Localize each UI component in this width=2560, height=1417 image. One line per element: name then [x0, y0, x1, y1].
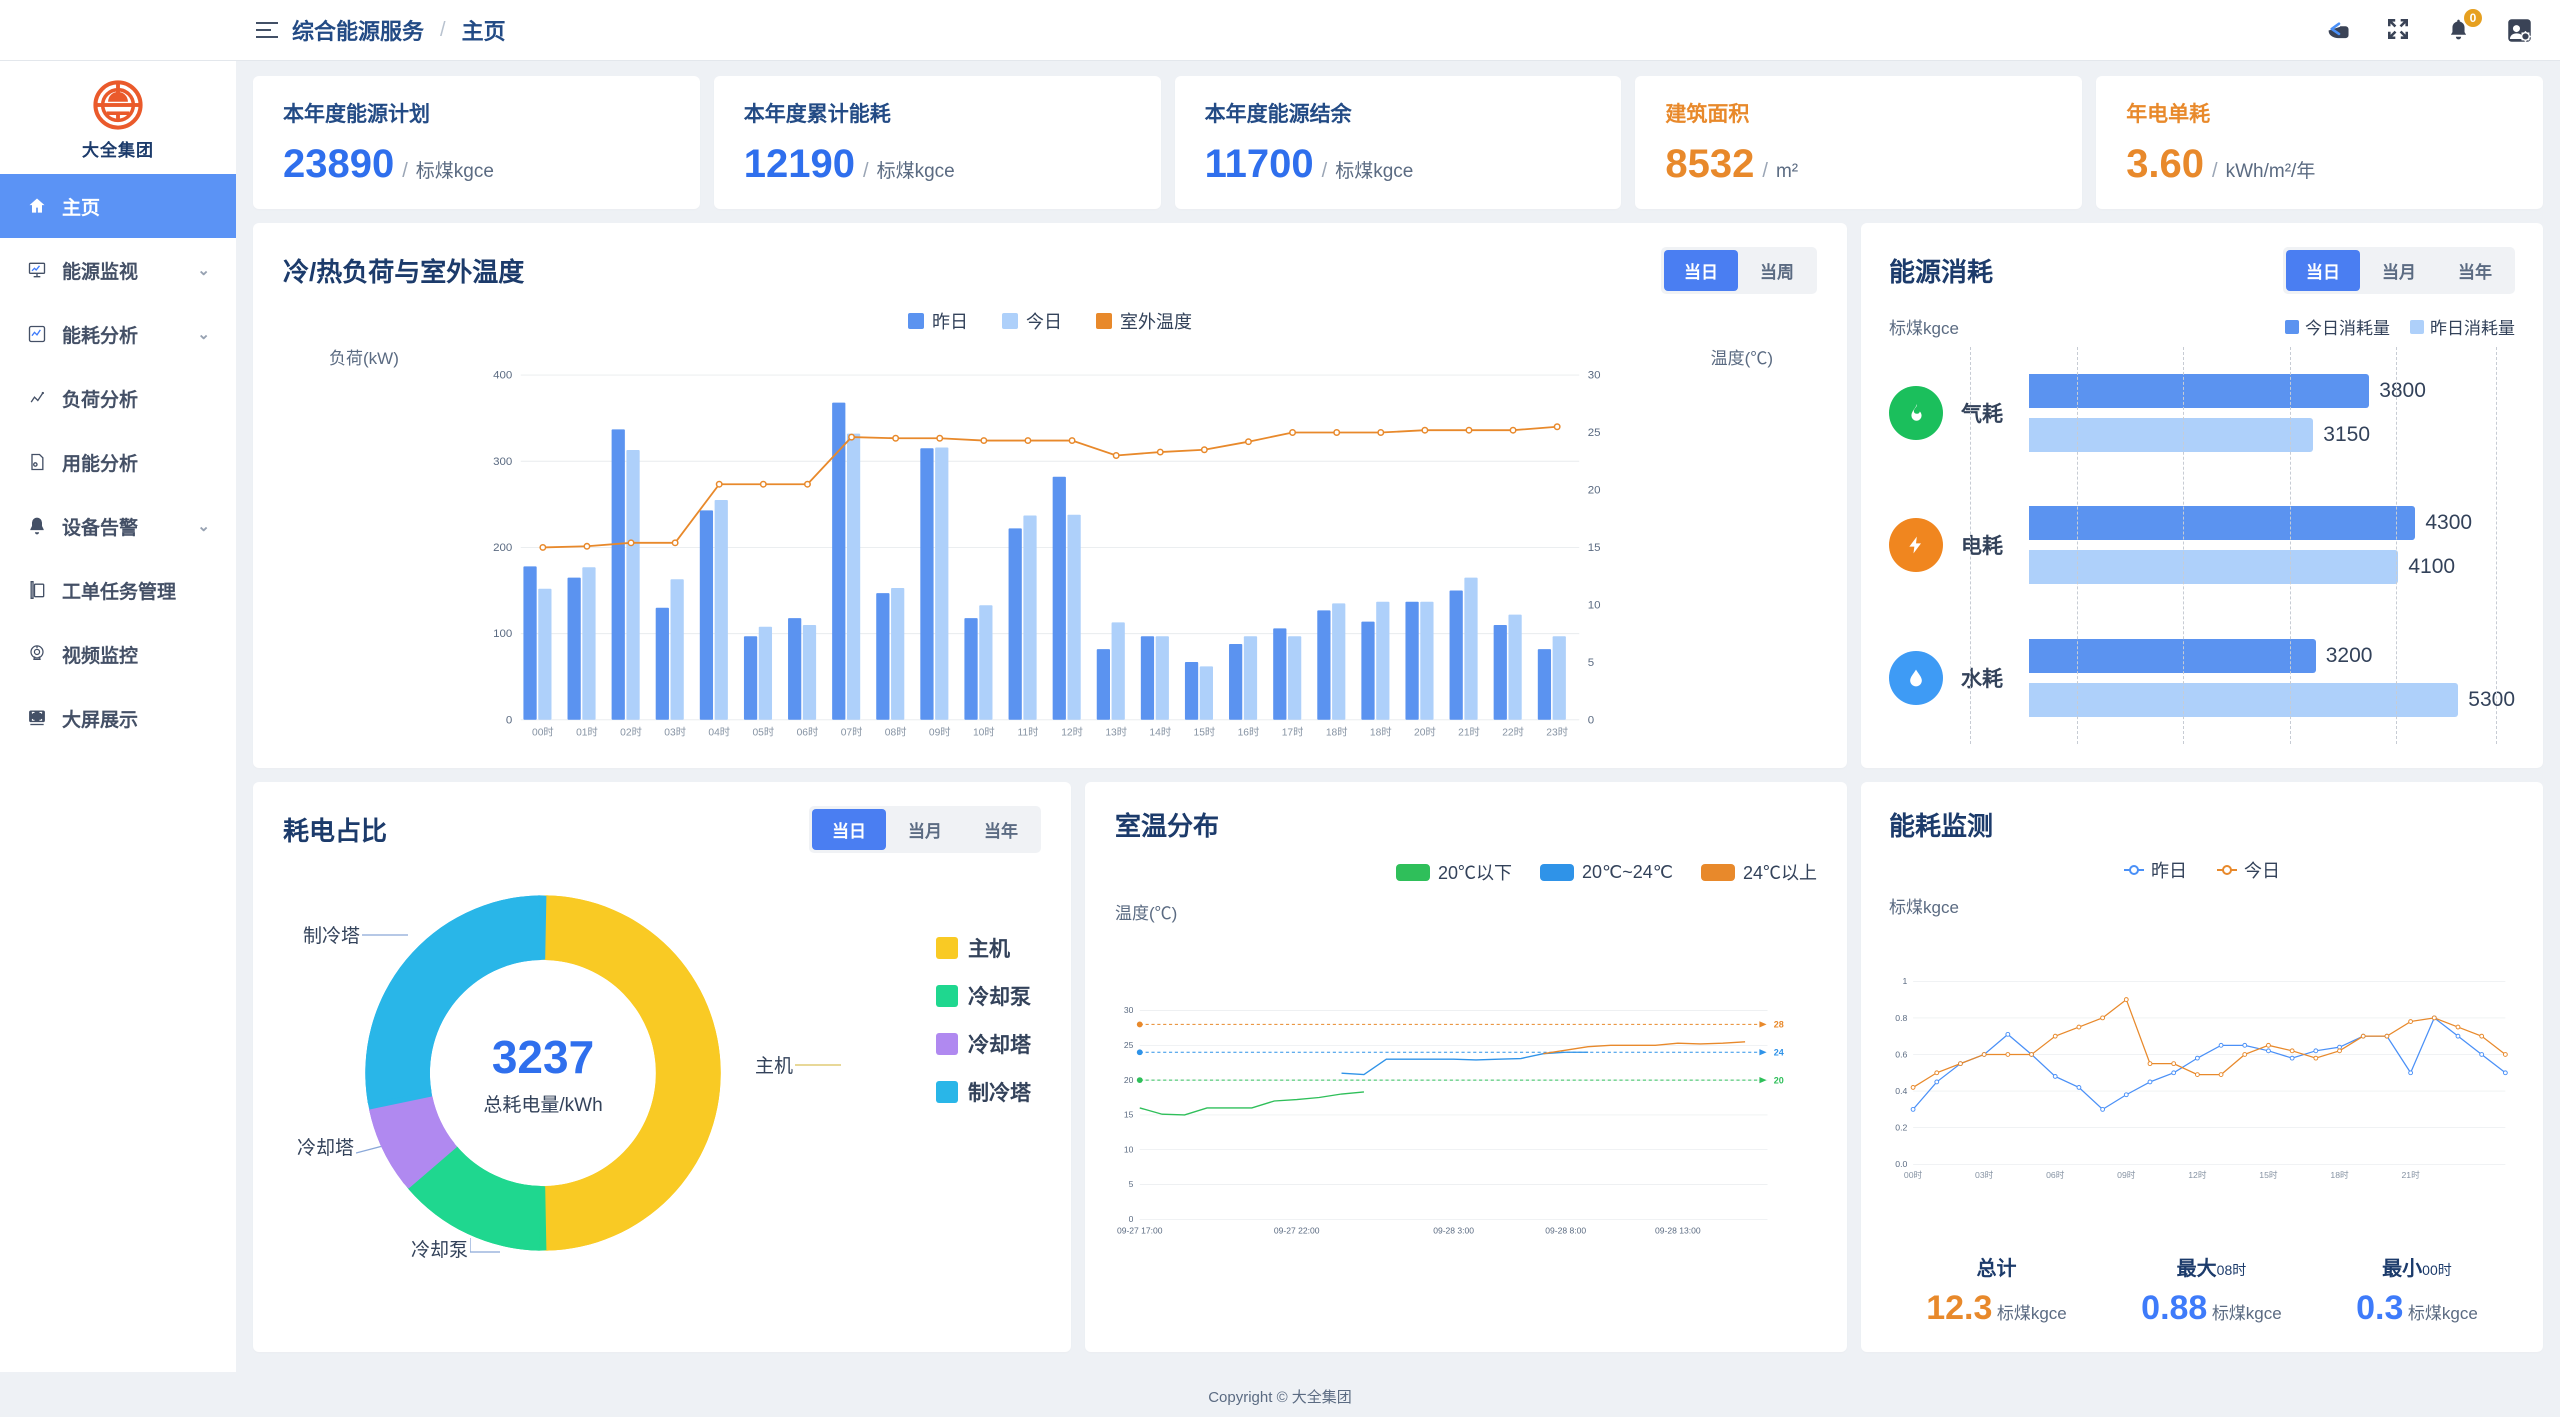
svg-text:00时: 00时 [1904, 1169, 1923, 1180]
svg-text:0: 0 [506, 714, 512, 726]
svg-text:09-27 22:00: 09-27 22:00 [1274, 1226, 1320, 1236]
svg-text:0: 0 [1129, 1214, 1134, 1224]
svg-text:15时: 15时 [2259, 1169, 2278, 1180]
svg-text:06时: 06时 [2046, 1169, 2065, 1180]
svg-text:20: 20 [1774, 1075, 1784, 1085]
svg-text:03时: 03时 [1975, 1169, 1994, 1180]
svg-text:10: 10 [1124, 1144, 1134, 1154]
svg-text:06时: 06时 [797, 727, 819, 739]
svg-text:300: 300 [493, 456, 512, 468]
svg-text:04时: 04时 [708, 727, 730, 739]
svg-text:12时: 12时 [1061, 727, 1083, 739]
svg-text:400: 400 [493, 370, 512, 382]
svg-text:10: 10 [1588, 600, 1601, 612]
svg-text:10时: 10时 [973, 727, 995, 739]
svg-text:18时: 18时 [1370, 727, 1392, 739]
svg-text:11时: 11时 [1017, 727, 1038, 739]
svg-text:5: 5 [1129, 1179, 1134, 1189]
svg-text:15: 15 [1124, 1110, 1134, 1120]
svg-text:22时: 22时 [1502, 727, 1524, 739]
svg-text:15时: 15时 [1194, 727, 1216, 739]
svg-text:100: 100 [493, 628, 512, 640]
svg-text:09-27 17:00: 09-27 17:00 [1117, 1226, 1163, 1236]
svg-text:0.8: 0.8 [1895, 1013, 1907, 1023]
svg-text:09时: 09时 [929, 727, 951, 739]
svg-text:24: 24 [1774, 1047, 1784, 1057]
svg-text:12时: 12时 [2188, 1169, 2207, 1180]
svg-text:13时: 13时 [1105, 727, 1127, 739]
svg-text:01时: 01时 [576, 727, 598, 739]
svg-text:21时: 21时 [2401, 1169, 2420, 1180]
svg-text:18时: 18时 [1326, 727, 1348, 739]
svg-text:05时: 05时 [752, 727, 774, 739]
svg-text:02时: 02时 [620, 727, 642, 739]
svg-text:0.4: 0.4 [1895, 1086, 1907, 1096]
svg-text:09-28 13:00: 09-28 13:00 [1655, 1226, 1701, 1236]
svg-text:09-28 8:00: 09-28 8:00 [1545, 1226, 1586, 1236]
svg-text:25: 25 [1124, 1040, 1134, 1050]
svg-text:5: 5 [1588, 657, 1594, 669]
svg-text:20: 20 [1588, 485, 1601, 497]
svg-text:21时: 21时 [1458, 727, 1480, 739]
svg-text:0.6: 0.6 [1895, 1049, 1907, 1059]
svg-text:16时: 16时 [1238, 727, 1260, 739]
svg-text:30: 30 [1124, 1005, 1134, 1015]
svg-text:30: 30 [1588, 370, 1601, 382]
svg-text:00时: 00时 [532, 727, 554, 739]
svg-text:08时: 08时 [885, 727, 907, 739]
svg-text:200: 200 [493, 542, 512, 554]
svg-text:09-28 3:00: 09-28 3:00 [1433, 1226, 1474, 1236]
svg-text:18时: 18时 [2330, 1169, 2349, 1180]
svg-text:23时: 23时 [1546, 727, 1568, 739]
svg-text:15: 15 [1588, 542, 1601, 554]
svg-text:03时: 03时 [664, 727, 686, 739]
svg-text:25: 25 [1588, 427, 1601, 439]
svg-text:28: 28 [1774, 1020, 1784, 1030]
svg-text:20时: 20时 [1414, 727, 1436, 739]
svg-text:0: 0 [1588, 714, 1594, 726]
svg-text:07时: 07时 [841, 727, 863, 739]
svg-text:0.0: 0.0 [1895, 1159, 1907, 1169]
svg-text:17时: 17时 [1282, 727, 1304, 739]
svg-text:09时: 09时 [2117, 1169, 2136, 1180]
svg-text:14时: 14时 [1149, 727, 1171, 739]
svg-text:1: 1 [1902, 976, 1907, 986]
svg-text:0.2: 0.2 [1895, 1123, 1907, 1133]
svg-text:20: 20 [1124, 1075, 1134, 1085]
